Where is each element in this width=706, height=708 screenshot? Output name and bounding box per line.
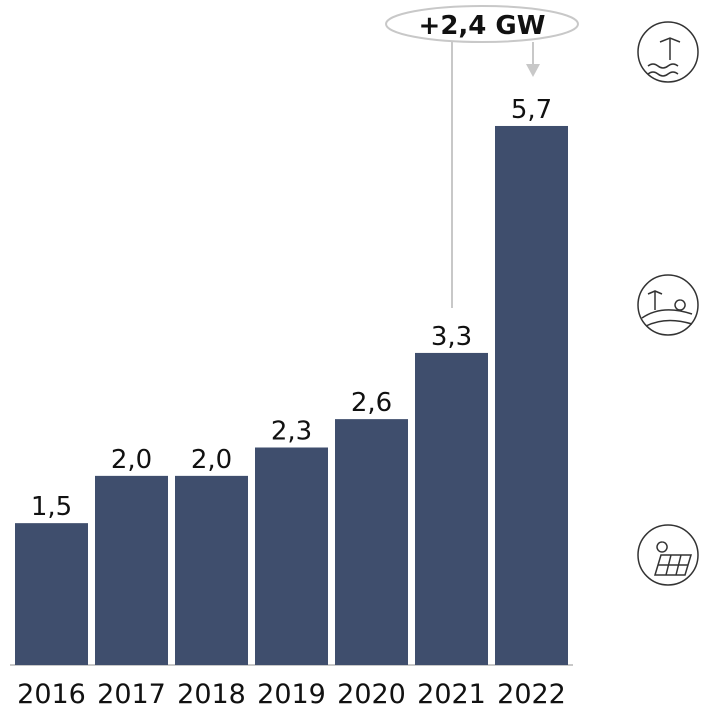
bar <box>495 125 568 666</box>
value-label: 2,0 <box>111 445 152 475</box>
icons <box>637 21 699 586</box>
x-tick-label: 2019 <box>257 679 326 708</box>
annotation-bubble <box>385 5 579 43</box>
onshore-wind-detail <box>641 290 693 327</box>
x-tick-label: 2016 <box>17 679 86 708</box>
offshore-wind-icon <box>637 21 699 83</box>
onshore-wind-icon <box>637 274 699 336</box>
x-tick-label: 2022 <box>497 679 566 708</box>
offshore-wind-detail <box>647 37 681 77</box>
value-label: 2,6 <box>351 388 392 418</box>
bar <box>335 419 408 665</box>
bar <box>415 352 488 665</box>
bar <box>95 475 168 665</box>
x-tick-label: 2020 <box>337 679 406 708</box>
solar-detail <box>653 541 693 576</box>
x-tick-label: 2021 <box>417 679 486 708</box>
value-label: 3,3 <box>431 322 472 352</box>
value-label: 5,7 <box>511 95 552 125</box>
value-label: 1,5 <box>31 492 72 522</box>
annotation: +2,4 GW <box>385 5 579 308</box>
solar-icon <box>637 524 699 586</box>
arrow-head <box>526 64 540 77</box>
x-tick-label: 2018 <box>177 679 246 708</box>
bar <box>175 475 248 665</box>
bar <box>255 447 328 665</box>
value-label: 2,3 <box>271 416 312 446</box>
value-label: 2,0 <box>191 445 232 475</box>
x-tick-label: 2017 <box>97 679 166 708</box>
bar <box>15 523 88 665</box>
annotation-text: +2,4 GW <box>419 11 546 41</box>
